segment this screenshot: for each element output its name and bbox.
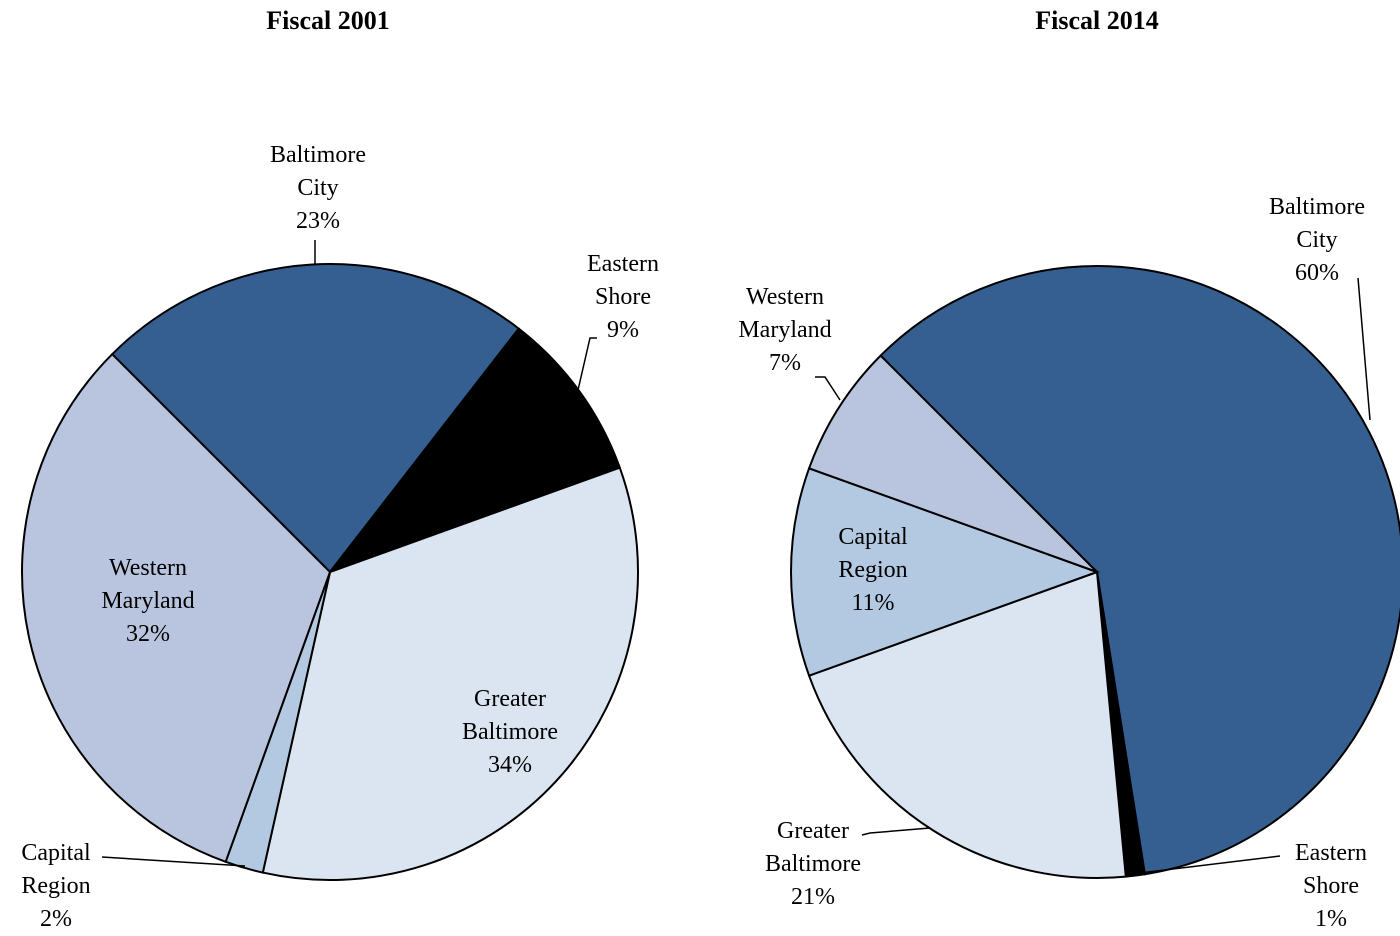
slice-label: Greater Baltimore 21% <box>748 815 878 914</box>
leader-line <box>815 376 841 401</box>
leader-line <box>101 856 246 867</box>
category-label: Greater Baltimore <box>462 685 558 745</box>
slice-label: Western Maryland 32% <box>83 552 213 651</box>
category-label: Capital Region <box>838 523 908 583</box>
value-label: 32% <box>126 620 170 647</box>
slice-label: Baltimore City 23% <box>253 139 383 238</box>
category-label: Eastern Shore <box>587 250 659 310</box>
leader-line <box>1139 855 1281 874</box>
category-label: Eastern Shore <box>1295 839 1367 899</box>
value-label: 2% <box>40 905 72 932</box>
slice-label: Eastern Shore 1% <box>1266 837 1396 936</box>
category-label: Capital Region <box>21 839 91 899</box>
pie-slice <box>807 354 1098 573</box>
leader-line <box>861 827 931 836</box>
pie-slice <box>110 263 521 574</box>
pie-slice <box>327 327 622 575</box>
value-label: 9% <box>607 316 639 343</box>
pie-slice <box>790 467 1100 677</box>
slice-label: Capital Region 11% <box>808 521 938 620</box>
chart-title: Fiscal 2014 <box>1035 6 1159 35</box>
value-label: 21% <box>791 883 835 910</box>
slice-label: Baltimore City 60% <box>1252 191 1382 290</box>
value-label: 23% <box>296 207 340 234</box>
value-label: 7% <box>769 349 801 376</box>
leader-line <box>577 337 597 391</box>
slice-label: Greater Baltimore 34% <box>445 683 575 782</box>
value-label: 34% <box>488 751 532 778</box>
pie-slice <box>21 352 332 864</box>
category-label: Western Maryland <box>101 554 195 614</box>
value-label: 1% <box>1315 905 1347 932</box>
category-label: Greater Baltimore <box>765 817 861 877</box>
value-label: 60% <box>1295 259 1339 286</box>
slice-label: Western Maryland 7% <box>720 281 850 380</box>
category-label: Baltimore City <box>1269 193 1365 253</box>
pie-slice <box>807 570 1127 879</box>
leader-line <box>1357 277 1371 421</box>
value-label: 11% <box>851 589 895 616</box>
category-label: Baltimore City <box>270 141 366 201</box>
chart-title: Fiscal 2001 <box>266 6 390 35</box>
slice-label: Capital Region 2% <box>0 837 121 936</box>
pie-slice <box>261 466 639 881</box>
category-label: Western Maryland <box>738 283 832 343</box>
slice-label: Eastern Shore 9% <box>558 248 688 347</box>
pie-slice <box>879 265 1400 876</box>
